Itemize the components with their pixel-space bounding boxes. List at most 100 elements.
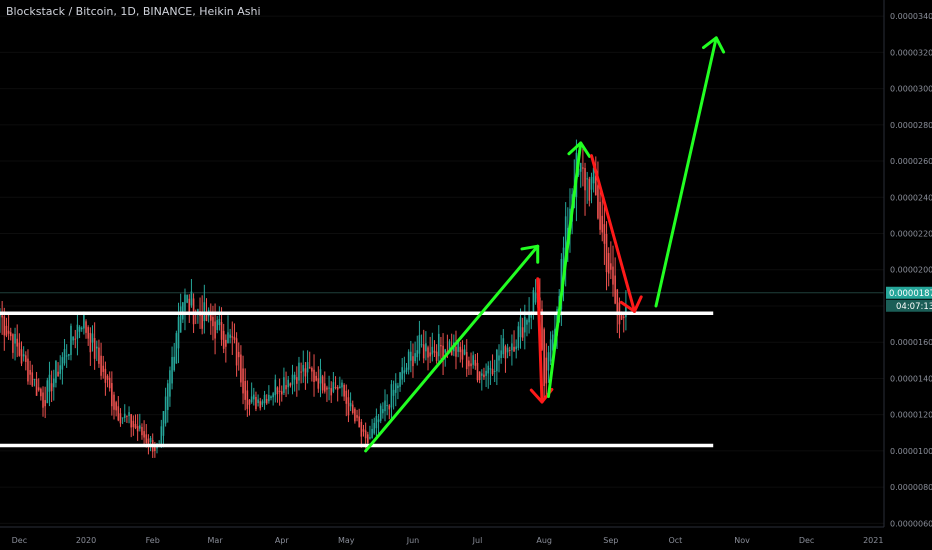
candle-body	[108, 377, 111, 389]
candle-body	[293, 374, 296, 380]
candlestick-series	[0, 139, 627, 458]
candle-body	[1, 315, 3, 318]
candle-body	[87, 327, 89, 339]
candle-body	[16, 338, 19, 347]
candle-body	[508, 349, 511, 351]
candle-body	[95, 346, 98, 349]
candle-body	[349, 402, 352, 407]
candle-body	[231, 336, 234, 338]
candle-body	[517, 326, 520, 348]
candle-body	[382, 409, 384, 414]
candle-body	[450, 347, 453, 356]
candle-body	[162, 411, 165, 436]
candle-body	[356, 415, 358, 418]
candle-body	[220, 322, 223, 340]
candle-body	[184, 294, 186, 311]
time-tick-label: Jul	[472, 536, 483, 545]
candle-body	[46, 380, 49, 404]
candle-body	[237, 351, 240, 358]
candle-body	[394, 383, 397, 393]
candle-body	[48, 374, 51, 392]
candle-body	[319, 369, 322, 384]
candle-body	[222, 330, 225, 349]
candle-body	[242, 368, 244, 394]
candle-body	[76, 324, 79, 339]
candle-body	[212, 316, 214, 327]
candle-body	[498, 355, 500, 361]
candle-body	[392, 389, 395, 396]
candle-body	[83, 314, 85, 329]
candle-body	[302, 365, 305, 372]
candle-body	[35, 378, 38, 396]
candle-body	[93, 338, 96, 359]
candle-body	[435, 351, 438, 361]
candle-body	[274, 379, 277, 396]
candle-body	[147, 438, 150, 446]
candle-body	[487, 365, 490, 374]
candle-body	[85, 321, 87, 333]
candle-body	[5, 325, 8, 336]
candle-body	[289, 383, 292, 386]
candle-body	[55, 360, 57, 383]
candle-body	[29, 370, 31, 375]
candle-body	[468, 360, 470, 367]
time-tick-label: 2021	[863, 536, 883, 545]
candle-body	[528, 313, 530, 323]
candle-body	[412, 356, 414, 367]
candle-body	[332, 382, 335, 392]
candle-body	[545, 357, 548, 384]
candle-body	[328, 387, 330, 389]
candle-body	[102, 365, 105, 372]
candle-body	[50, 383, 53, 392]
candle-body	[20, 349, 23, 364]
candle-body	[37, 387, 40, 391]
candle-body	[311, 367, 313, 372]
candle-body	[22, 354, 25, 357]
candle-body	[622, 316, 625, 318]
candle-body	[61, 357, 64, 370]
candle-body	[130, 414, 133, 428]
candle-body	[410, 351, 412, 361]
candle-body	[612, 266, 614, 285]
time-axis: Dec 2020 Feb Mar Apr May Jun Jul Aug Sep Oct Nov Dec…	[0, 526, 884, 545]
candle-body	[476, 362, 479, 381]
candle-body	[549, 339, 552, 362]
candle-body	[123, 413, 126, 418]
time-tick-label: Jun	[406, 536, 420, 545]
candle-body	[246, 390, 249, 409]
candle-body	[121, 417, 124, 419]
candle-body	[182, 302, 184, 320]
candle-body	[345, 390, 348, 404]
chart-grid	[0, 15, 884, 524]
support-resistance-lines	[0, 311, 714, 448]
candle-body	[173, 356, 176, 371]
candle-body	[63, 349, 66, 364]
red-arrow	[536, 277, 544, 404]
candle-body	[360, 421, 363, 437]
candle-body	[177, 316, 180, 349]
candle-body	[166, 383, 169, 410]
candle-body	[461, 349, 464, 360]
candle-body	[296, 377, 298, 384]
candle-body	[420, 344, 423, 346]
candle-body	[547, 352, 550, 371]
candle-body	[306, 362, 309, 373]
time-tick-label: 2020	[76, 536, 96, 545]
candle-body	[416, 350, 419, 358]
candle-body	[229, 334, 231, 338]
candle-body	[216, 320, 219, 331]
candle-body	[265, 398, 268, 404]
candle-body	[160, 426, 163, 446]
candle-body	[586, 178, 588, 180]
candle-body	[132, 420, 135, 428]
candle-body	[592, 167, 595, 184]
candle-body	[524, 316, 526, 333]
candle-body	[233, 336, 236, 340]
candle-body	[403, 370, 406, 374]
countdown-value: 04:07:13	[896, 302, 932, 312]
